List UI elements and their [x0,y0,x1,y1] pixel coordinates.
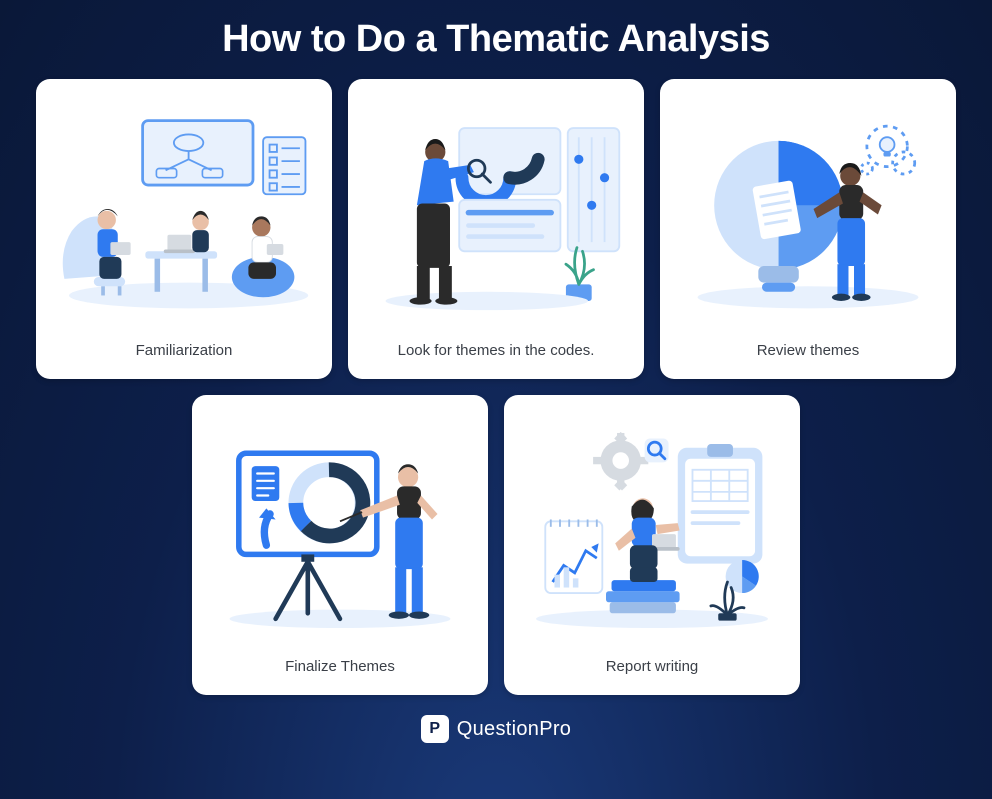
illustration-analyze [358,93,634,336]
steps-grid: Familiarization [0,79,992,695]
step-card-report: Report writing [504,395,800,695]
step-card-look: Look for themes in the codes. [348,79,644,379]
illustration-present [202,409,478,652]
step-label: Report writing [606,658,699,675]
step-label: Review themes [757,342,860,359]
step-card-review: Review themes [660,79,956,379]
brand-logo-icon: P [421,715,449,743]
brand: P QuestionPro [421,715,571,743]
illustration-team [46,93,322,336]
step-label: Finalize Themes [285,658,395,675]
step-card-finalize: Finalize Themes [192,395,488,695]
step-card-familiarization: Familiarization [36,79,332,379]
illustration-idea [670,93,946,336]
illustration-report [514,409,790,652]
brand-name: QuestionPro [457,718,571,741]
page-title: How to Do a Thematic Analysis [222,18,770,61]
step-label: Familiarization [136,342,233,359]
step-label: Look for themes in the codes. [398,342,595,359]
